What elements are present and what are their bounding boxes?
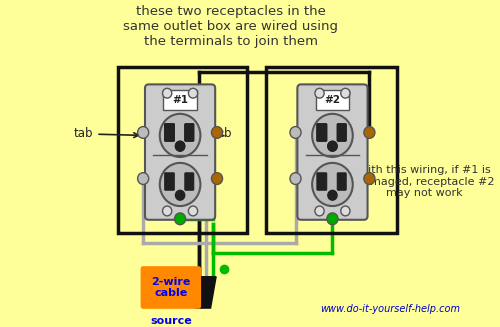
FancyBboxPatch shape bbox=[145, 84, 215, 220]
Text: #1: #1 bbox=[172, 95, 188, 105]
Text: tab: tab bbox=[74, 128, 138, 140]
Circle shape bbox=[174, 213, 186, 225]
Circle shape bbox=[290, 173, 301, 184]
Circle shape bbox=[327, 213, 338, 225]
FancyBboxPatch shape bbox=[317, 173, 327, 190]
Circle shape bbox=[364, 127, 375, 138]
Circle shape bbox=[341, 206, 350, 216]
FancyBboxPatch shape bbox=[317, 124, 327, 141]
Circle shape bbox=[328, 141, 337, 151]
Circle shape bbox=[290, 127, 301, 138]
Circle shape bbox=[188, 88, 198, 98]
Circle shape bbox=[176, 190, 184, 200]
FancyBboxPatch shape bbox=[164, 173, 174, 190]
Text: tab: tab bbox=[212, 128, 232, 140]
FancyBboxPatch shape bbox=[337, 124, 346, 141]
Circle shape bbox=[176, 141, 184, 151]
Text: www.do-it-yourself-help.com: www.do-it-yourself-help.com bbox=[320, 304, 460, 314]
Circle shape bbox=[162, 88, 172, 98]
Circle shape bbox=[341, 88, 350, 98]
Circle shape bbox=[138, 173, 148, 184]
Text: 2-wire
cable: 2-wire cable bbox=[151, 277, 190, 298]
Bar bbox=[266, 67, 397, 232]
Circle shape bbox=[212, 127, 222, 138]
Circle shape bbox=[315, 88, 324, 98]
Text: these two receptacles in the
same outlet box are wired using
the terminals to jo: these two receptacles in the same outlet… bbox=[124, 5, 338, 48]
FancyBboxPatch shape bbox=[184, 173, 194, 190]
Polygon shape bbox=[190, 277, 216, 308]
FancyBboxPatch shape bbox=[337, 124, 346, 141]
Circle shape bbox=[162, 206, 172, 216]
Circle shape bbox=[328, 190, 337, 200]
FancyBboxPatch shape bbox=[142, 267, 201, 308]
Circle shape bbox=[212, 173, 222, 184]
Circle shape bbox=[138, 127, 148, 138]
Circle shape bbox=[315, 206, 324, 216]
Circle shape bbox=[328, 141, 337, 151]
Text: #2: #2 bbox=[324, 95, 340, 105]
FancyBboxPatch shape bbox=[317, 124, 327, 141]
Bar bbox=[316, 90, 349, 110]
Circle shape bbox=[176, 141, 184, 151]
Circle shape bbox=[312, 114, 353, 157]
Circle shape bbox=[160, 163, 200, 206]
Bar bbox=[164, 90, 196, 110]
Circle shape bbox=[364, 173, 375, 184]
FancyBboxPatch shape bbox=[164, 124, 174, 141]
Circle shape bbox=[160, 114, 200, 157]
FancyBboxPatch shape bbox=[184, 124, 194, 141]
Bar bbox=[118, 67, 248, 232]
FancyBboxPatch shape bbox=[298, 84, 368, 220]
Circle shape bbox=[188, 206, 198, 216]
FancyBboxPatch shape bbox=[184, 124, 194, 141]
FancyBboxPatch shape bbox=[164, 124, 174, 141]
Circle shape bbox=[312, 163, 353, 206]
FancyBboxPatch shape bbox=[337, 173, 346, 190]
Text: with this wiring, if #1 is
damaged, receptacle #2
may not work: with this wiring, if #1 is damaged, rece… bbox=[356, 165, 494, 198]
Text: source: source bbox=[150, 316, 192, 326]
